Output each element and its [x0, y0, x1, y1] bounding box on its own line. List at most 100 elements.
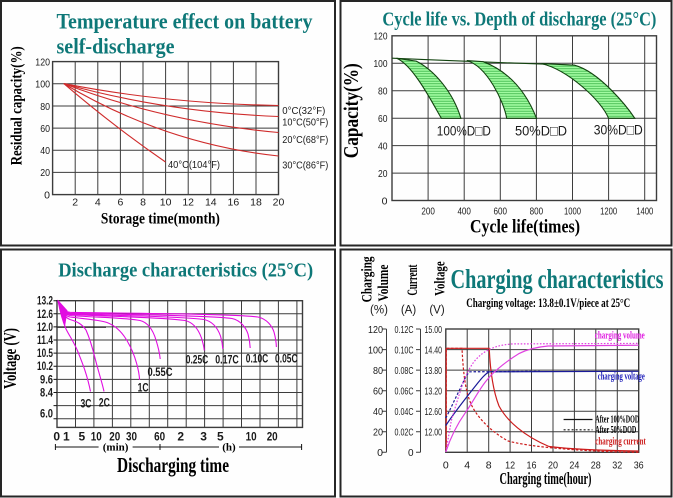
svg-text:0.04C: 0.04C [395, 407, 414, 418]
svg-text:Capacity(%): Capacity(%) [339, 63, 363, 158]
svg-text:40: 40 [40, 145, 50, 157]
svg-text:9.6: 9.6 [40, 372, 53, 386]
svg-text:10: 10 [160, 197, 172, 209]
svg-text:20°C(68°F): 20°C(68°F) [282, 134, 328, 146]
svg-text:30°C(86°F): 30°C(86°F) [282, 160, 328, 172]
svg-text:40°C(104°F): 40°C(104°F) [168, 159, 220, 171]
svg-text:After 50%DOD: After 50%DOD [595, 425, 636, 436]
svg-text:1200: 1200 [600, 206, 617, 218]
svg-text:120: 120 [35, 56, 50, 68]
svg-text:Voltage: Voltage [433, 261, 449, 296]
svg-text:12: 12 [182, 197, 194, 209]
svg-text:80: 80 [40, 101, 50, 113]
svg-text:0: 0 [382, 195, 388, 207]
svg-text:36: 36 [634, 460, 644, 472]
svg-text:12: 12 [505, 460, 515, 472]
svg-text:400: 400 [457, 206, 471, 218]
svg-text:20: 20 [548, 460, 558, 472]
svg-text:Voltage (V): Voltage (V) [0, 328, 21, 389]
svg-text:8.4: 8.4 [40, 386, 53, 400]
svg-text:14.40: 14.40 [425, 344, 443, 356]
svg-text:2: 2 [177, 430, 184, 444]
svg-text:800: 800 [530, 206, 544, 218]
svg-text:100%D□D: 100%D□D [437, 123, 491, 139]
svg-text:0: 0 [53, 430, 60, 444]
svg-text:0.12C: 0.12C [395, 325, 414, 336]
svg-text:Charging characteristics: Charging characteristics [451, 264, 664, 294]
svg-text:8: 8 [486, 460, 492, 472]
svg-text:0.06C: 0.06C [395, 387, 414, 398]
svg-text:Discharge characteristics (25°: Discharge characteristics (25°C) [58, 260, 313, 282]
svg-text:0°C(32°F): 0°C(32°F) [282, 105, 325, 117]
svg-text:0.08C: 0.08C [395, 366, 414, 377]
svg-text:16: 16 [527, 460, 537, 472]
svg-text:20: 20 [40, 167, 50, 179]
svg-text:After 100%DOD: After 100%DOD [595, 414, 639, 425]
svg-text:10.5: 10.5 [37, 346, 53, 360]
svg-text:100: 100 [374, 58, 388, 70]
svg-text:2: 2 [72, 197, 78, 209]
svg-text:charging voltage: charging voltage [598, 372, 645, 383]
svg-text:100: 100 [35, 79, 50, 91]
svg-text:(h): (h) [222, 442, 236, 454]
svg-text:13.2: 13.2 [37, 294, 53, 308]
svg-text:Charging: Charging [360, 256, 376, 302]
svg-text:6: 6 [117, 197, 123, 209]
svg-text:12.00: 12.00 [425, 427, 443, 439]
svg-text:40: 40 [373, 406, 383, 418]
svg-text:10.2: 10.2 [37, 359, 53, 373]
svg-text:Residual capacity(%): Residual capacity(%) [9, 46, 26, 165]
svg-text:30: 30 [126, 430, 137, 444]
svg-text:(V): (V) [429, 305, 445, 317]
svg-text:60: 60 [378, 113, 388, 125]
svg-text:0.02C: 0.02C [395, 428, 414, 439]
svg-text:Current: Current [405, 264, 421, 295]
svg-text:20: 20 [378, 168, 388, 180]
svg-text:4: 4 [464, 460, 470, 472]
svg-text:0.25C: 0.25C [186, 353, 209, 367]
svg-text:Charging time(hour): Charging time(hour) [500, 469, 592, 488]
svg-text:Temperature effect on battery: Temperature effect on battery [57, 9, 313, 34]
svg-text:120: 120 [374, 31, 388, 43]
svg-text:20: 20 [273, 197, 285, 209]
svg-text:(A): (A) [401, 305, 417, 317]
svg-text:80: 80 [373, 365, 383, 377]
svg-text:10°C(50°F): 10°C(50°F) [282, 117, 328, 129]
svg-text:5: 5 [217, 430, 224, 444]
svg-text:20: 20 [109, 430, 120, 444]
svg-text:0.55C: 0.55C [148, 365, 173, 379]
svg-text:28: 28 [591, 460, 601, 472]
svg-text:1000: 1000 [564, 206, 581, 218]
svg-text:14: 14 [205, 197, 217, 209]
svg-text:Discharging time: Discharging time [117, 453, 229, 477]
svg-text:200: 200 [421, 206, 435, 218]
svg-text:charging volume: charging volume [595, 331, 645, 342]
svg-text:40: 40 [378, 140, 388, 152]
svg-text:4: 4 [95, 197, 101, 209]
svg-text:80: 80 [378, 86, 388, 98]
svg-text:60: 60 [373, 386, 383, 398]
svg-text:16: 16 [228, 197, 240, 209]
svg-text:3C: 3C [81, 397, 92, 411]
svg-text:Storage time(month): Storage time(month) [101, 211, 220, 228]
svg-text:0.17C: 0.17C [215, 353, 239, 367]
svg-text:3: 3 [200, 430, 207, 444]
svg-text:1400: 1400 [636, 206, 653, 218]
svg-text:24: 24 [569, 460, 579, 472]
svg-text:0.10C: 0.10C [395, 345, 414, 356]
svg-text:charging current: charging current [595, 437, 646, 448]
svg-text:10: 10 [246, 430, 257, 444]
svg-text:15.00: 15.00 [425, 324, 443, 336]
svg-text:10: 10 [91, 430, 102, 444]
svg-text:Charging voltage: 13.8±0.1V/p: Charging voltage: 13.8±0.1V/piece at 25°… [466, 296, 630, 310]
svg-text:6.0: 6.0 [40, 407, 53, 421]
svg-text:50%D□D: 50%D□D [515, 123, 567, 139]
svg-text:60: 60 [154, 430, 165, 444]
svg-text:12.6: 12.6 [37, 307, 53, 321]
svg-text:32: 32 [612, 460, 622, 472]
svg-text:12.0: 12.0 [37, 320, 53, 334]
svg-text:100: 100 [368, 344, 383, 356]
svg-text:0.05C: 0.05C [275, 352, 298, 366]
svg-text:2C: 2C [99, 396, 110, 410]
svg-text:0: 0 [377, 447, 383, 459]
